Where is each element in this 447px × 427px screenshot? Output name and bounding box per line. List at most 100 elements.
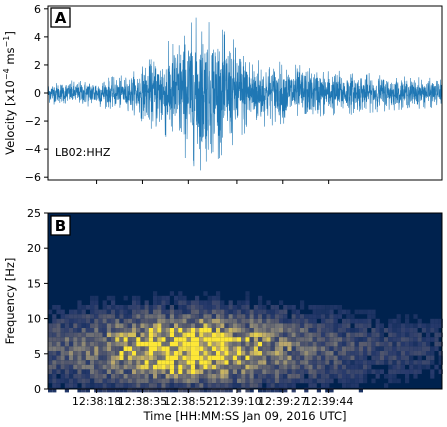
spectrogram-cell — [73, 364, 78, 370]
spectrogram-cell — [148, 318, 153, 324]
spectrogram-cell — [413, 328, 418, 333]
spectrogram-cell — [354, 323, 359, 328]
spectrogram-cell — [371, 369, 376, 374]
spectrogram-cell — [52, 346, 57, 351]
spectrogram-cell — [258, 309, 263, 315]
spectrogram-cell — [321, 351, 326, 356]
spectrogram-cell — [304, 341, 309, 347]
spectrogram-cell — [220, 337, 225, 342]
spectrogram-cell — [405, 318, 410, 324]
spectrogram-cell — [363, 332, 368, 338]
spectrogram-cell — [358, 346, 363, 351]
spectrogram-cell — [308, 346, 313, 351]
spectrogram-cell — [430, 328, 435, 333]
spectrogram-cell — [274, 332, 279, 338]
spectrogram-cell — [199, 369, 204, 374]
spectrogram-cell — [199, 314, 204, 319]
spectrogram-cell — [346, 328, 351, 333]
spectrogram-cell — [216, 328, 221, 333]
spectrogram-cell — [363, 351, 368, 356]
spectrogram-cell — [237, 387, 242, 393]
spectrogram-cell — [258, 328, 263, 333]
spectrogram-cell — [136, 295, 141, 301]
spectrogram-cell — [60, 364, 65, 370]
spectrogram-cell — [350, 360, 355, 365]
spectrogram-cell — [102, 387, 107, 393]
spectrogram-cell — [153, 314, 158, 319]
spectrogram-cell — [274, 323, 279, 328]
spectrogram-cell — [153, 323, 158, 328]
spectrogram-cell — [157, 383, 162, 388]
spectrogram-cell — [258, 300, 263, 305]
spectrogram-cell — [148, 323, 153, 328]
spectrogram-cell — [333, 314, 338, 319]
spectrogram-cell — [136, 337, 141, 342]
spectrogram-cell — [270, 341, 275, 347]
spectrogram-cell — [312, 318, 317, 324]
spectrogram-cell — [123, 374, 128, 379]
spectrogram-cell — [203, 383, 208, 388]
spectrogram-cell — [48, 351, 53, 356]
y-tick-label: −2 — [25, 115, 41, 128]
spectrogram-cell — [346, 369, 351, 374]
spectrogram-cell — [123, 364, 128, 370]
spectrogram-cell — [379, 337, 384, 342]
spectrogram-cell — [216, 360, 221, 365]
spectrogram-cell — [308, 318, 313, 324]
spectrogram-cell — [102, 341, 107, 347]
spectrogram-cell — [195, 360, 200, 365]
spectrogram-cell — [228, 309, 233, 315]
spectrogram-cell — [388, 360, 393, 365]
spectrogram-cell — [354, 328, 359, 333]
spectrogram-cell — [308, 337, 313, 342]
spectrogram-cell — [409, 341, 414, 347]
spectrogram-cell — [325, 323, 330, 328]
spectrogram-cell — [304, 328, 309, 333]
spectrogram-cell — [106, 337, 111, 342]
spectrogram-cell — [253, 314, 258, 319]
spectrogram-cell — [363, 318, 368, 324]
spectrogram-cell — [64, 383, 69, 388]
spectrogram-cell — [165, 360, 170, 365]
spectrogram-cell — [245, 383, 250, 388]
spectrogram-cell — [98, 383, 103, 388]
spectrogram-cell — [186, 346, 191, 351]
spectrogram-cell — [337, 374, 342, 379]
waveform-line — [47, 17, 443, 171]
spectrogram-cell — [216, 318, 221, 324]
spectrogram-cell — [325, 328, 330, 333]
spectrogram-cell — [325, 369, 330, 374]
spectrogram-cell — [161, 309, 166, 315]
spectrogram-cell — [262, 323, 267, 328]
spectrogram-cell — [354, 346, 359, 351]
spectrogram-cell — [287, 383, 292, 388]
spectrogram-cell — [127, 378, 132, 384]
spectrogram-cell — [186, 355, 191, 361]
spectrogram-cell — [253, 374, 258, 379]
spectrogram-cell — [405, 369, 410, 374]
spectrogram-cell — [199, 318, 204, 324]
spectrogram-cell — [73, 346, 78, 351]
spectrogram-cell — [190, 383, 195, 388]
spectrogram-cell — [190, 369, 195, 374]
spectrogram-cell — [308, 364, 313, 370]
spectrogram-cell — [98, 387, 103, 393]
spectrogram-cell — [291, 378, 296, 384]
spectrogram-cell — [115, 337, 120, 342]
spectrogram-cell — [258, 346, 263, 351]
spectrogram-cell — [258, 305, 263, 310]
spectrogram-cell — [400, 351, 405, 356]
spectrogram-cell — [329, 318, 334, 324]
spectrogram-cell — [85, 374, 90, 379]
spectrogram-cell — [56, 332, 61, 338]
spectrogram-cell — [56, 355, 61, 361]
spectrogram-cell — [358, 309, 363, 315]
spectrogram-cell — [325, 355, 330, 361]
spectrogram-cell — [161, 364, 166, 370]
spectrogram-cell — [140, 369, 145, 374]
spectrogram-cell — [169, 378, 174, 384]
spectrogram-cell — [329, 328, 334, 333]
spectrogram-cell — [421, 360, 426, 365]
spectrogram-cell — [266, 383, 271, 388]
spectrogram-cell — [245, 369, 250, 374]
